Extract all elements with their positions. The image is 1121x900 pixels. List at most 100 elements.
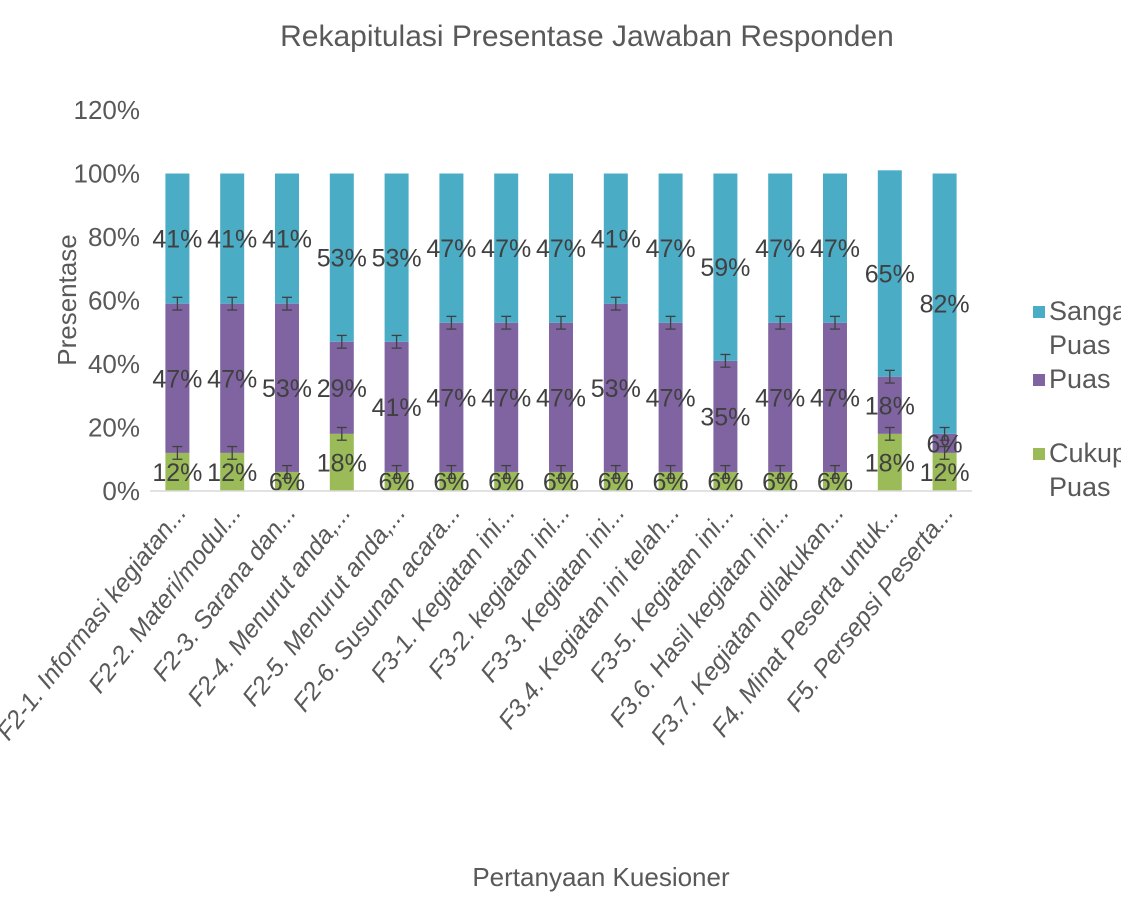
data-label-puas: 41%	[372, 394, 422, 422]
bar-puas	[494, 322, 519, 472]
bar-sangat-puas	[658, 173, 683, 323]
legend-swatch-sangat-puas	[1033, 306, 1045, 318]
bar-cukup-puas	[713, 471, 738, 491]
bar-puas	[658, 322, 683, 472]
data-label-cukup-puas: 6%	[762, 468, 798, 496]
y-tick-label: 80%	[88, 222, 140, 252]
bar-cukup-puas	[275, 471, 299, 491]
data-label-sangat-puas: 47%	[426, 235, 476, 263]
data-label-puas: 47%	[152, 365, 202, 393]
data-label-puas: 35%	[700, 403, 750, 431]
category-labels-group: F2-1. Informasi kegiatan...F2-2. Materi/…	[0, 499, 959, 750]
bar-sangat-puas	[713, 173, 738, 361]
y-tick-label: 120%	[74, 95, 141, 125]
bar-cukup-puas	[549, 471, 573, 491]
bar-sangat-puas	[275, 173, 299, 304]
bar-sangat-puas	[877, 170, 902, 377]
data-label-puas: 47%	[646, 384, 696, 412]
bar-puas	[220, 303, 245, 453]
data-label-puas: 29%	[317, 375, 367, 403]
bar-cukup-puas	[877, 433, 902, 491]
bar-sangat-puas	[165, 173, 190, 304]
y-tick-label: 20%	[88, 413, 140, 443]
data-label-cukup-puas: 12%	[152, 459, 202, 487]
data-label-puas: 53%	[591, 375, 641, 403]
bar-sangat-puas	[549, 173, 573, 323]
data-label-sangat-puas: 53%	[317, 245, 367, 273]
data-label-cukup-puas: 18%	[865, 449, 915, 477]
bar-puas	[384, 341, 409, 472]
bar-puas	[165, 303, 190, 453]
data-label-puas: 47%	[810, 384, 860, 412]
legend-label-cukup-puas: Cukup Puas	[1049, 438, 1121, 502]
bar-cukup-puas	[329, 433, 354, 491]
bars-group	[165, 170, 957, 491]
data-label-sangat-puas: 41%	[591, 226, 641, 254]
bar-cukup-puas	[603, 471, 628, 491]
bar-sangat-puas	[439, 173, 464, 323]
legend-label-sangat-puas: SangatPuas	[1049, 296, 1121, 360]
y-tick-label: 60%	[88, 286, 140, 316]
bar-sangat-puas	[932, 173, 957, 434]
legend-label-puas: Puas	[1049, 364, 1111, 394]
data-label-puas: 47%	[426, 384, 476, 412]
data-label-sangat-puas: 53%	[372, 245, 422, 273]
data-label-sangat-puas: 41%	[262, 226, 312, 254]
data-label-cukup-puas: 18%	[317, 449, 367, 477]
bar-puas	[823, 322, 847, 472]
bar-cukup-puas	[439, 471, 464, 491]
y-tick-label: 100%	[74, 159, 141, 189]
bar-cukup-puas	[494, 471, 519, 491]
bar-puas	[932, 433, 957, 453]
data-label-sangat-puas: 47%	[536, 235, 586, 263]
data-label-cukup-puas: 6%	[488, 468, 524, 496]
bar-puas	[603, 303, 628, 472]
data-label-puas: 47%	[536, 384, 586, 412]
legend-swatch-puas	[1033, 374, 1045, 386]
bar-sangat-puas	[220, 173, 245, 304]
data-label-sangat-puas: 41%	[152, 226, 202, 254]
data-label-cukup-puas: 6%	[269, 468, 305, 496]
data-label-sangat-puas: 82%	[920, 291, 970, 319]
data-label-cukup-puas: 12%	[920, 459, 970, 487]
bar-sangat-puas	[384, 173, 409, 342]
bar-cukup-puas	[658, 471, 683, 491]
data-label-puas: 47%	[481, 384, 531, 412]
data-label-cukup-puas: 6%	[653, 468, 689, 496]
y-axis-ticks: 0% 20% 40% 60% 80% 100% 120%	[74, 95, 141, 506]
data-label-puas: 47%	[755, 384, 805, 412]
bar-cukup-puas	[384, 471, 409, 491]
data-label-puas: 47%	[207, 365, 257, 393]
y-tick-label: 40%	[88, 349, 140, 379]
data-label-cukup-puas: 6%	[433, 468, 469, 496]
data-label-cukup-puas: 6%	[598, 468, 634, 496]
data-label-sangat-puas: 47%	[646, 235, 696, 263]
data-label-cukup-puas: 6%	[817, 468, 853, 496]
bar-puas	[549, 322, 573, 472]
bar-sangat-puas	[603, 173, 628, 304]
bar-sangat-puas	[823, 173, 847, 323]
data-label-sangat-puas: 65%	[865, 261, 915, 289]
data-label-cukup-puas: 6%	[707, 468, 743, 496]
data-label-sangat-puas: 59%	[700, 254, 750, 282]
bar-puas	[713, 360, 738, 472]
y-axis-title: Presentase	[52, 234, 82, 366]
bar-sangat-puas	[494, 173, 519, 323]
data-label-cukup-puas: 6%	[379, 468, 415, 496]
bar-puas	[275, 303, 299, 472]
data-label-sangat-puas: 47%	[755, 235, 805, 263]
data-label-sangat-puas: 47%	[481, 235, 531, 263]
chart-title: Rekapitulasi Presentase Jawaban Responde…	[280, 20, 894, 53]
x-axis-title: Pertanyaan Kuesioner	[472, 862, 730, 892]
bar-sangat-puas	[768, 173, 793, 323]
y-tick-label: 0%	[102, 476, 140, 506]
bar-puas	[439, 322, 464, 472]
bar-cukup-puas	[768, 471, 793, 491]
data-label-sangat-puas: 47%	[810, 235, 860, 263]
data-labels-group: 12%47%41%12%47%41%6%53%41%18%29%53%6%41%…	[152, 226, 969, 497]
bar-sangat-puas	[329, 173, 354, 342]
legend-swatch-cukup-puas	[1033, 448, 1045, 460]
bar-puas	[329, 341, 354, 434]
